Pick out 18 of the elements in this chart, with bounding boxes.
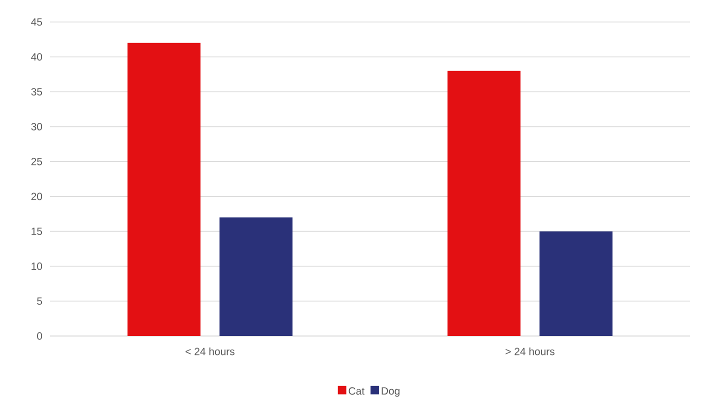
x-tick-label: > 24 hours [506,348,554,356]
y-tick-label: 35 [31,88,42,96]
y-tick-label: 45 [31,18,42,26]
bar [540,231,613,336]
y-tick-label: 5 [37,297,42,305]
bar [220,217,293,336]
y-tick-label: 0 [37,332,42,340]
y-tick-label: 40 [31,53,42,61]
bar [448,70,521,336]
legend-label: Cat [348,387,364,395]
y-tick-label: 30 [31,122,42,130]
y-tick-label: 10 [32,262,42,270]
x-tick-label: < 24 hours [186,348,234,356]
y-tick-label: 25 [31,158,42,166]
bar [128,42,200,336]
y-tick-label: 15 [32,228,42,235]
legend-label: Dog [382,387,400,397]
y-tick-label: 20 [31,192,42,200]
